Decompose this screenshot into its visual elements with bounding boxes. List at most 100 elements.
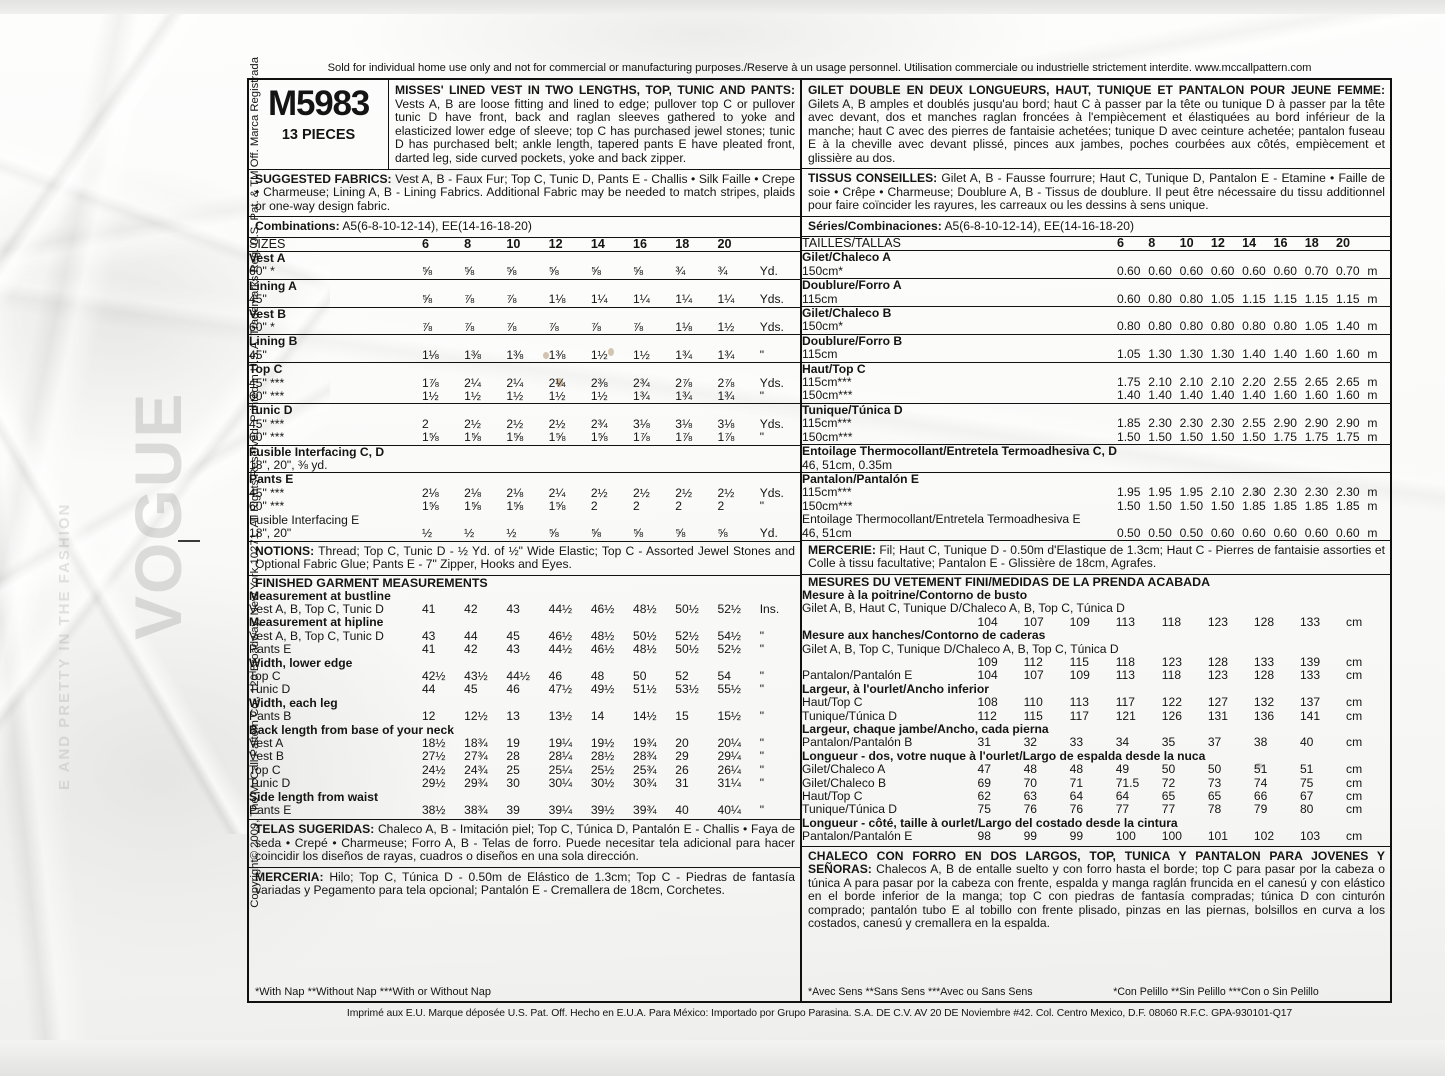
fgm-unit: cm [1346, 789, 1363, 804]
yardage-value: 1.75 [1273, 429, 1297, 444]
fgm-value: 39½ [590, 803, 615, 817]
yardage-value: 1⅝ [506, 499, 524, 514]
yardage-value: 1.60 [1304, 388, 1329, 403]
english-column: M5983 13 PIECES MISSES' LINED VEST IN TW… [249, 80, 802, 1001]
fgm-unit: cm [1346, 668, 1363, 683]
yardage-value: 1.30 [1148, 347, 1172, 362]
yardage-value [1117, 459, 1148, 473]
fgm-row-label: Pantalon/Pantalón E [802, 668, 913, 683]
yardage-row: 45" ⅝ ⅞ ⅞ 1⅛ 1¼ 1¼ 1¼ 1¼ Yds. [249, 293, 800, 307]
fgm-section-head: Longueur - dos, votre nuque à l'ourlet/L… [802, 748, 1206, 763]
fgm-value: 107 [1023, 614, 1044, 629]
fgm-value: 50 [633, 668, 647, 683]
fgm-unit: " [759, 628, 764, 643]
fgm-value: 15½ [717, 709, 742, 724]
fgm-value: 71.5 [1115, 775, 1140, 790]
yardage-value: 1.50 [1242, 429, 1266, 444]
fgm-value: 113 [1115, 668, 1135, 683]
pattern-number-box: M5983 13 PIECES [249, 80, 389, 169]
fgm-row: Gilet A, B, Haut C, Tunique D/Chaleco A,… [802, 601, 1390, 615]
print-info-line: Imprimé aux E.U. Marque déposée U.S. Pat… [346, 1008, 1293, 1019]
yardage-unit: m [1367, 416, 1378, 431]
yardage-value: 1.40 [1148, 388, 1172, 403]
fabric-width: 60" * [249, 264, 275, 279]
fgm-row-label: Tunique/Túnica D [802, 708, 898, 723]
fgm-section-head: Largeur, chaque jambe/Ancho, cada pierna [802, 722, 1049, 736]
yardage-value: 0.80 [1179, 291, 1204, 306]
combinations-value: A5(6-8-10-12-14), EE(14-16-18-20) [339, 219, 532, 234]
yardage-unit: m [1367, 263, 1378, 278]
fgm-value: 43 [421, 628, 436, 643]
french-suggested-fabrics: TISSUS CONSEILLES: Gilet A, B - Fausse f… [802, 169, 1390, 216]
fgm-value: 40 [675, 803, 689, 817]
fgm-value: 47½ [548, 682, 573, 697]
yardage-group-row: Lining A [249, 278, 800, 294]
yardage-value: 1⅛ [421, 347, 439, 362]
fgm-value: 45 [506, 628, 520, 643]
pattern-number: M5983 [267, 84, 370, 123]
fgm-value: 62 [977, 789, 991, 804]
yardage-value: 1.50 [1148, 498, 1172, 513]
fgm-section-row: Largeur, à l'ourlet/Ancho inferior [802, 682, 1390, 696]
yardage-value: 2 [675, 499, 682, 514]
fgm-value: 40¼ [717, 803, 742, 817]
fgm-table-imperial: Measurement at bustline Vest A, B, Top C,… [249, 589, 800, 818]
yardage-row: 18", 20" ½ ½ ½ ⅝ ⅝ ⅝ ⅝ ⅝ Yd. [249, 526, 800, 541]
spanish-description-text: Chalecos A, B de entalle suelto y con fo… [808, 862, 1385, 931]
fgm-value: 30¾ [633, 776, 657, 791]
mercerie-text: Fil; Haut C, Tunique D - 0.50m d'Elastiq… [808, 542, 1385, 571]
fgm-unit: cm [1346, 762, 1363, 777]
yardage-table-metric: TAILLES/TALLAS 6 8 10 12 14 16 18 20 Gilet/Chalec… [802, 236, 1390, 540]
yardage-value: 2⅞ [675, 375, 693, 390]
size-col-6: 6 [421, 236, 429, 251]
fgm-value: 29¼ [717, 749, 742, 764]
yardage-value: 2.30 [1210, 416, 1235, 431]
fgm-value: 71 [1069, 775, 1084, 790]
yardage-group-row: Top C [249, 362, 800, 377]
size-col-6: 6 [1116, 236, 1124, 250]
fgm-value: 44 [421, 682, 436, 697]
fgm-value: 46 [548, 668, 563, 683]
yardage-unit: Yd. [759, 526, 778, 541]
photo-bottom-edge [0, 1040, 1445, 1076]
telas-text: Chaleco A, B - Imitación piel; Top C, Tú… [255, 822, 795, 864]
yardage-group-label: Pantalon/Pantalón E [802, 471, 1117, 487]
yardage-value: 1.85 [1116, 416, 1141, 431]
fgm-value: 48 [1023, 762, 1038, 777]
fabric-width: 45" [249, 292, 267, 307]
yardage-value: ½ [506, 526, 517, 541]
yardage-unit: m [1367, 498, 1378, 513]
yardage-value: 1.15 [1273, 291, 1297, 306]
yardage-group-row: Vest B [249, 306, 800, 321]
fgm-value: 51 [1299, 762, 1314, 777]
yardage-value: 2½ [506, 416, 524, 431]
fgm-value: 30½ [590, 776, 615, 791]
mercerie-label: MERCERIE: [808, 542, 876, 557]
size-col-18: 18 [1304, 236, 1319, 250]
yardage-value: 1¾ [675, 389, 693, 404]
fabric-width: 115cm*** [802, 416, 852, 431]
fgm-row: 109 112 115 118 123 128 133 139 cm [802, 654, 1390, 669]
yardage-value: 1.50 [1179, 498, 1204, 513]
yardage-value: 1.30 [1210, 347, 1235, 362]
fgm-row-label: Tunique/Túnica D [802, 802, 898, 817]
yardage-group-label: Lining A [249, 278, 422, 294]
yardage-value: 0.80 [1148, 319, 1172, 334]
yardage-value: 1.50 [1116, 498, 1141, 513]
yardage-value: 0.60 [1148, 263, 1172, 278]
yardage-value: 2.55 [1242, 416, 1266, 431]
fgm-value: 54 [717, 668, 731, 683]
fgm-value: 64 [1115, 789, 1130, 804]
yardage-value: ⅝ [421, 264, 433, 279]
yardage-value: 1⅝ [590, 430, 608, 445]
yardage-row: 115cm 1.05 1.30 1.30 1.30 1.40 1.40 1.60 1.60 m [802, 348, 1390, 362]
fgm-value: 112 [977, 708, 997, 723]
yardage-value: 1⅞ [717, 430, 735, 445]
fgm-value: 52½ [717, 601, 742, 616]
fgm-value: 100 [1115, 829, 1136, 844]
yardage-value [1148, 459, 1179, 473]
yardage-value: ⅞ [421, 320, 433, 334]
fgm-value: 118 [1115, 654, 1135, 669]
yardage-value: 1¾ [633, 389, 650, 404]
fgm-value: 107 [1023, 668, 1044, 683]
